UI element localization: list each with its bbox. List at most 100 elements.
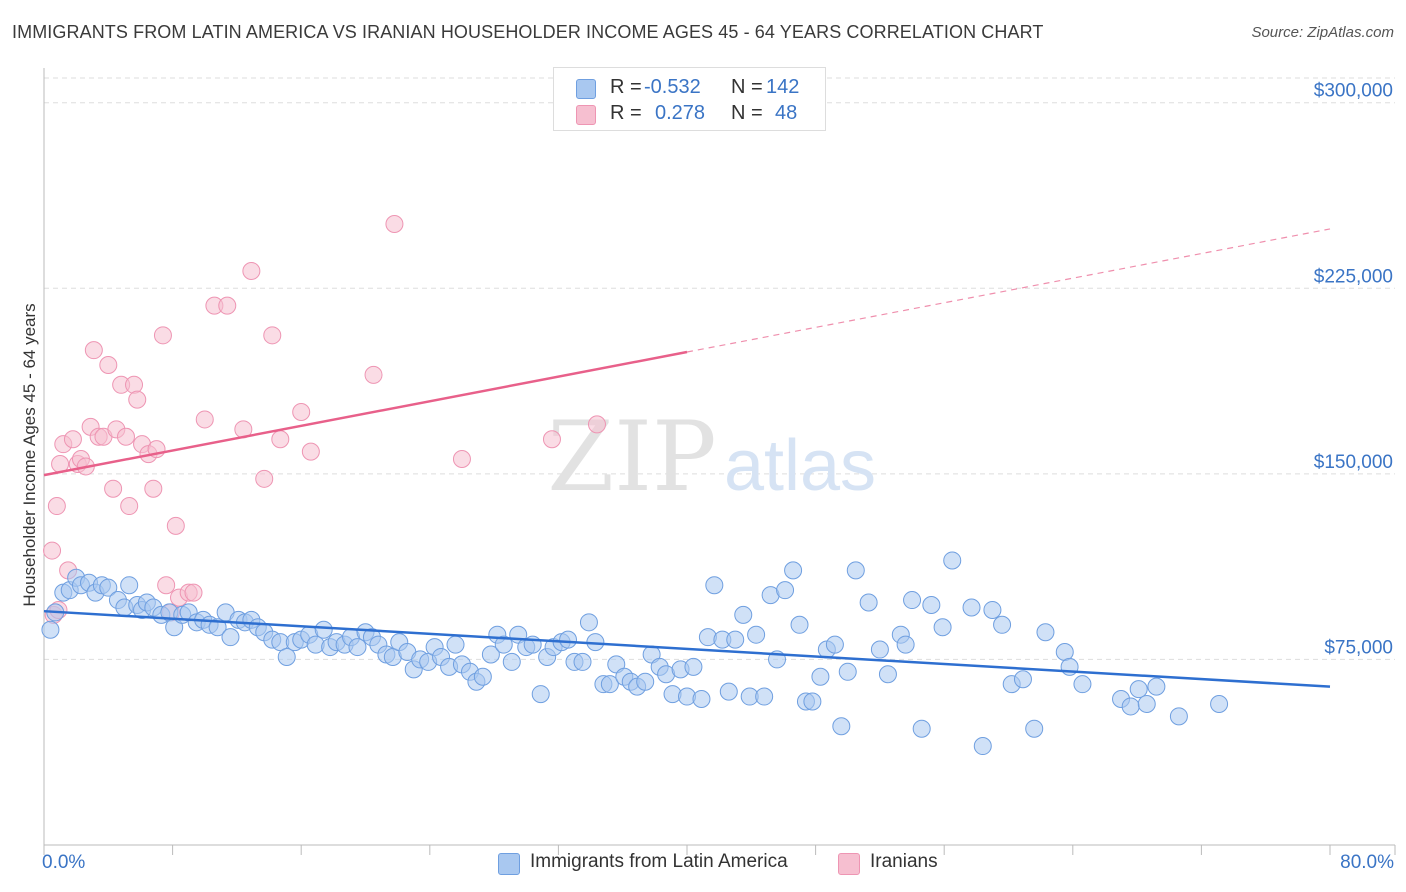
latin-america-point (208, 618, 227, 637)
latin-america-point (846, 561, 865, 580)
iranians-point (452, 450, 471, 469)
latin-america-point (120, 576, 139, 595)
blue-swatch (498, 853, 520, 875)
latin-america-point (1137, 694, 1156, 713)
iranians-point (263, 326, 282, 345)
latin-america-point (973, 737, 992, 756)
pink-swatch (838, 853, 860, 875)
latin-america-point (1073, 675, 1092, 694)
latin-america-point (314, 620, 333, 639)
latin-america-point (859, 593, 878, 612)
iranians-point (364, 365, 383, 384)
latin-america-point (922, 596, 941, 615)
latin-america-point (573, 652, 592, 671)
trend-lines (43, 228, 1331, 688)
latin-america-point (1210, 694, 1229, 713)
latin-america-point (684, 657, 703, 676)
latin-america-point (912, 719, 931, 738)
latin-america-point (446, 635, 465, 654)
r-label: R = (610, 76, 642, 98)
latin-america-point (348, 638, 367, 657)
latin-america-point (1013, 670, 1032, 689)
iranians-point (166, 516, 185, 535)
iranians-point (125, 375, 144, 394)
axes (43, 68, 1396, 855)
x-tick-max: 80.0% (1340, 852, 1394, 873)
iranians-point (385, 214, 404, 233)
iranians-point (116, 427, 135, 446)
latin-america-point (494, 635, 513, 654)
latin-america-point (870, 640, 889, 659)
iranians-point (63, 430, 82, 449)
legend-label: Immigrants from Latin America (530, 851, 788, 872)
latin-america-point (502, 652, 521, 671)
latin-america-point (933, 618, 952, 637)
iranians-point (43, 541, 62, 560)
latin-america-point (1129, 680, 1148, 699)
latin-america-point (993, 615, 1012, 634)
iranians-point (120, 497, 139, 516)
latin-america-point (838, 662, 857, 681)
latin-america-point (962, 598, 981, 617)
r-label: R = (610, 102, 642, 124)
latin-america-point (832, 717, 851, 736)
latin-america-point (825, 635, 844, 654)
gridlines (44, 77, 1395, 660)
iranians-trend-line (43, 350, 688, 477)
r-value: 0.278 (655, 102, 706, 124)
latin-america-point (878, 665, 897, 684)
latin-america-point (692, 690, 711, 709)
latin-america-point (1169, 707, 1188, 726)
chart-title: IMMIGRANTS FROM LATIN AMERICA VS IRANIAN… (12, 22, 1044, 42)
n-label: N = (731, 102, 763, 124)
iranians-point (218, 296, 237, 315)
latin-america-point (784, 561, 803, 580)
source-credit: Source: ZipAtlas.com (1251, 24, 1394, 41)
latin-america-point (1121, 697, 1140, 716)
correlation-legend: R = -0.532 N = 142 R = 0.278 N = 48 (553, 67, 826, 131)
latin-america-point (531, 685, 550, 704)
pink-swatch (576, 105, 596, 125)
latin-america-point (719, 682, 738, 701)
legend-label: Iranians (870, 851, 938, 872)
y-tick-labels: $75,000 $150,000 $225,000 $300,000 (1314, 81, 1393, 659)
r-value: -0.532 (644, 76, 701, 98)
iranians-point (301, 442, 320, 461)
iranians-point (255, 469, 274, 488)
latin-america-point (983, 600, 1002, 619)
iranians-point (144, 479, 163, 498)
latin-america-point (600, 675, 619, 694)
iranians-point (242, 261, 261, 280)
blue-swatch (576, 79, 596, 99)
latin-america-point (747, 625, 766, 644)
x-tick-min: 0.0% (42, 852, 86, 873)
y-tick-label: $75,000 (1324, 637, 1393, 658)
iranians-point (47, 497, 66, 516)
n-value: 142 (766, 76, 800, 98)
latin-america-point (99, 578, 118, 597)
latin-america-point (726, 630, 745, 649)
latin-america-point (277, 647, 296, 666)
iranians-point (542, 430, 561, 449)
latin-america-point (1036, 623, 1055, 642)
latin-america-point (481, 645, 500, 664)
y-tick-label: $225,000 (1314, 266, 1393, 287)
latin-america-point (41, 620, 60, 639)
latin-america-point (903, 591, 922, 610)
latin-america-trend-line (43, 609, 1331, 688)
latin-america-point (734, 605, 753, 624)
latin-america-point (755, 687, 774, 706)
latin-america-point (803, 692, 822, 711)
y-tick-label: $300,000 (1314, 81, 1393, 102)
iranians-point (128, 390, 147, 409)
latin-america-point (776, 581, 795, 600)
iranians-point (157, 576, 176, 595)
latin-america-point (579, 613, 598, 632)
iranians-point (587, 415, 606, 434)
iranians-point (99, 356, 118, 375)
iranians-trend-line-extrapolated (686, 228, 1331, 353)
latin-america-point (943, 551, 962, 570)
iranians-point (184, 583, 203, 602)
latin-america-point (811, 667, 830, 686)
